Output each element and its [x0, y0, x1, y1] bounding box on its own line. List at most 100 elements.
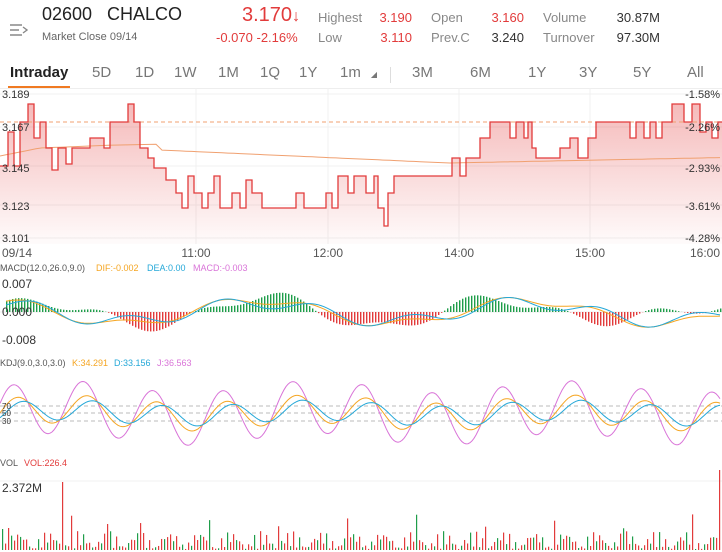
volume-bar [695, 548, 697, 550]
y-tick-right: -1.58% [685, 89, 720, 101]
tab-6m[interactable]: 6M [470, 64, 491, 81]
volume-bar [146, 547, 148, 550]
macd-bar [609, 312, 611, 327]
macd-bar [573, 312, 575, 314]
dea-line [5, 297, 721, 328]
volume-bar [128, 543, 130, 550]
macd-bar [177, 312, 179, 322]
dea-label: DEA:0.00 [147, 263, 186, 273]
macd-bar [165, 312, 167, 328]
macd-bar [672, 309, 674, 312]
tab-3y[interactable]: 3Y [579, 64, 598, 81]
kdj-y-tick: 30 [2, 417, 11, 426]
kdj-y-tick: 50 [2, 409, 11, 418]
volume-bar [320, 532, 322, 550]
tab-intraday[interactable]: Intraday [10, 64, 69, 81]
volume-bar [353, 534, 355, 550]
y-tick-left: 3.123 [2, 201, 30, 213]
macd-bar [660, 308, 662, 312]
macd-bar [336, 312, 338, 324]
volume-bar [332, 541, 334, 550]
volume-bar [596, 541, 598, 550]
volume-bar [83, 534, 85, 550]
volume-bar [302, 546, 304, 550]
volume-bar [17, 534, 19, 550]
x-tick: 14:00 [444, 246, 474, 260]
macd-bar [96, 309, 98, 312]
macd-bar [678, 311, 680, 312]
macd-bar [351, 312, 353, 326]
macd-bar [495, 299, 497, 312]
volume-bar [662, 546, 664, 550]
macd-bar [234, 305, 236, 312]
macd-bar [357, 312, 359, 325]
x-tick: 16:00 [690, 246, 720, 260]
volume-bar [674, 545, 676, 550]
macd-bar [534, 307, 536, 312]
volume-bar [173, 541, 175, 550]
macd-bar [519, 307, 521, 312]
macd-bar [615, 312, 617, 325]
tab-1m[interactable]: 1M [218, 64, 239, 81]
volume-bar [158, 545, 160, 550]
volume-bar [593, 532, 595, 550]
volume-bar [476, 531, 478, 550]
macd-bar [330, 312, 332, 321]
tab-1min[interactable]: 1m ◢ [340, 64, 377, 81]
tab-3m[interactable]: 3M [412, 64, 433, 81]
volume-bar [656, 547, 658, 550]
volume-bar [587, 536, 589, 550]
volume-bar [32, 548, 34, 550]
volume-bars [2, 470, 721, 550]
macd-y-tick: 0.007 [2, 277, 32, 291]
macd-bar [111, 312, 113, 315]
macd-bar [276, 292, 278, 312]
macd-bar [594, 312, 596, 325]
volume-bar [491, 546, 493, 550]
volume-bar [197, 540, 199, 550]
macd-bar [237, 305, 239, 312]
macd-bar [66, 309, 68, 312]
y-tick-left: 3.167 [2, 122, 30, 134]
macd-bar [93, 309, 95, 312]
macd-bar [60, 309, 62, 312]
x-axis: 09/14 11:00 12:00 14:00 15:00 16:00 [2, 246, 720, 260]
charts-area[interactable]: 3.189 3.167 3.145 3.123 3.101 -1.58% -2.… [0, 88, 722, 552]
macd-bar [321, 312, 323, 316]
macd-bar [378, 312, 380, 323]
volume-bar [482, 538, 484, 550]
volume-bar [266, 534, 268, 550]
k-label: K:34.291 [72, 358, 108, 368]
macd-bar [720, 308, 722, 312]
volume-bar [455, 544, 457, 550]
tab-1q[interactable]: 1Q [260, 64, 281, 81]
tab-1d[interactable]: 1D [135, 64, 155, 81]
macd-bar [612, 312, 614, 326]
macd-bar [9, 299, 11, 312]
volume-bar [167, 537, 169, 550]
macd-bar [45, 304, 47, 312]
macd-bar [300, 299, 302, 312]
tab-5d[interactable]: 5D [92, 64, 112, 81]
turnover-value: 97.30M [616, 30, 660, 45]
macd-bar [87, 309, 89, 312]
tab-1y[interactable]: 1Y [299, 64, 318, 81]
volume-bar [134, 540, 136, 550]
volume-bar [443, 531, 445, 550]
tab-5y[interactable]: 5Y [633, 64, 652, 81]
volume-bar [518, 548, 520, 550]
macd-bar [510, 305, 512, 312]
tab-all[interactable]: All [687, 64, 704, 81]
highest-label: Highest [318, 10, 363, 25]
tab-1w[interactable]: 1W [174, 64, 197, 81]
macd-bar [162, 312, 164, 330]
volume-bar [563, 538, 565, 550]
macd-bar [537, 307, 539, 312]
tab-1y-long[interactable]: 1Y [528, 64, 547, 81]
volume-bar [344, 538, 346, 550]
x-tick: 09/14 [2, 246, 32, 260]
macd-bar [498, 301, 500, 312]
macd-bar [516, 306, 518, 312]
macd-bar [201, 308, 203, 312]
list-icon[interactable] [8, 22, 29, 43]
